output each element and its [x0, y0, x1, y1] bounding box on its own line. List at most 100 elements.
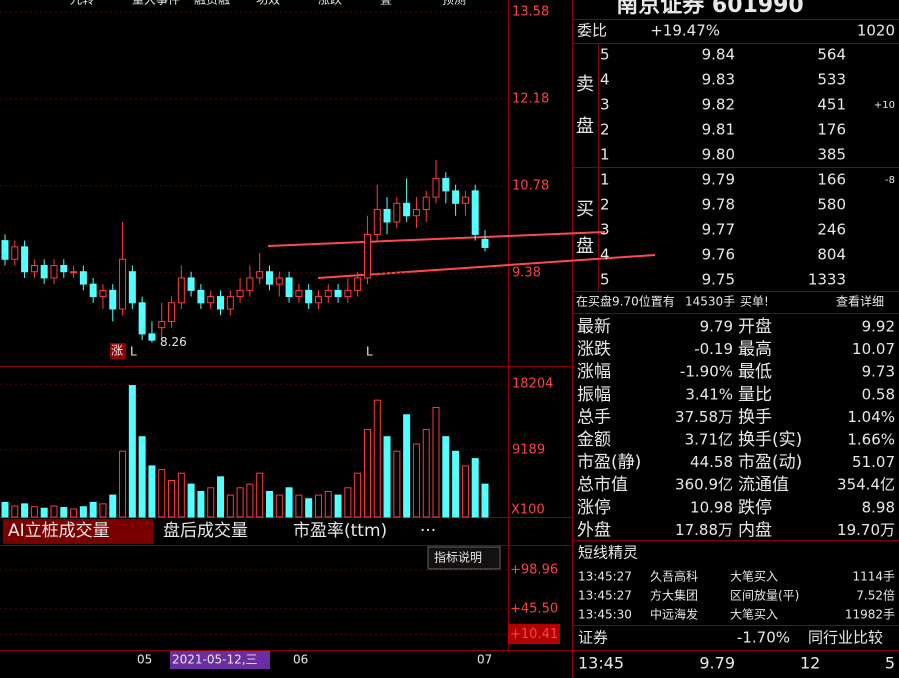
sector-change: -1.70%	[737, 629, 790, 647]
tab[interactable]: 盘后成交量	[163, 521, 248, 541]
level: 5	[600, 46, 610, 64]
tab[interactable]: ···	[420, 521, 436, 541]
quote-label: 市盈(静)	[577, 453, 641, 473]
toolbar-item: 九转	[70, 0, 94, 7]
quote-value: 10.98	[690, 498, 733, 516]
candle-body	[471, 190, 479, 235]
quote-label: 总手	[577, 407, 611, 427]
sprite-cell: 13:45:27	[578, 570, 632, 584]
level: 3	[600, 221, 610, 239]
y-tick-label: +98.96	[510, 563, 558, 578]
volume: 804	[817, 246, 846, 264]
notice-link[interactable]: 查看详细	[836, 294, 884, 309]
candle-body	[334, 289, 342, 298]
candle-body	[412, 209, 420, 217]
price: 9.78	[702, 196, 735, 214]
candle-body	[314, 296, 322, 304]
volume: 246	[817, 221, 846, 239]
candle-body	[363, 233, 371, 279]
notice: 在买盘9.70位置有	[576, 294, 675, 309]
status-up: 12	[800, 654, 820, 673]
quote-value: 0.58	[862, 385, 895, 403]
volume-bar	[70, 508, 78, 518]
quote-label: 最新	[577, 317, 611, 337]
quote-value: 3.71亿	[685, 431, 733, 449]
sprite-cell: 13:45:30	[578, 608, 632, 622]
sprite-cell: 中远海发	[650, 607, 698, 622]
volume-bar	[217, 476, 225, 518]
volume-bar	[168, 479, 176, 518]
sprite-cell: 大笔买入	[730, 607, 778, 622]
candle-body	[285, 277, 293, 298]
candle-body	[197, 289, 205, 304]
min-label: 8.26	[160, 335, 187, 349]
side-label: 买	[576, 199, 594, 220]
candle-body	[461, 196, 469, 204]
candle-body	[89, 283, 97, 298]
y-tick-label: 13.58	[512, 4, 549, 19]
candle-body	[187, 277, 195, 291]
volume-bar	[403, 414, 411, 518]
volume-bar	[158, 469, 166, 518]
toolbar-item: 叠	[380, 0, 392, 7]
y-tick-label: +45.50	[510, 602, 558, 617]
change: -8	[885, 175, 895, 186]
quote-value: 354.4亿	[837, 476, 895, 494]
volume-bar	[295, 494, 303, 518]
volume-bar	[363, 428, 371, 518]
button-bg	[427, 546, 501, 570]
sprite-cell: 13:45:27	[578, 589, 632, 603]
sector-name: 证券	[578, 629, 608, 647]
sprite-title: 短线精灵	[578, 544, 638, 562]
level: 1	[600, 146, 610, 164]
quote-value: 8.98	[862, 498, 895, 516]
level: 4	[600, 71, 610, 89]
tab[interactable]: 市盈率(ttm)	[293, 521, 387, 541]
side-label: 卖	[576, 74, 594, 95]
toolbar-item: 重大事件	[132, 0, 180, 7]
quote-value: 9.73	[862, 363, 895, 381]
side-label: 盘	[576, 236, 594, 257]
y-tick-label: 9.38	[512, 265, 541, 280]
quote-value: 10.07	[852, 340, 895, 358]
candle-body	[422, 196, 430, 211]
volume-bar	[324, 490, 332, 518]
volume-bar	[128, 385, 136, 518]
level: 2	[600, 121, 610, 139]
indicator-button[interactable]: 指标说明	[434, 550, 482, 565]
quote-value: 17.88万	[675, 521, 733, 539]
tab[interactable]: AI立桩成交量	[8, 521, 110, 541]
quote-label: 量比	[738, 385, 772, 405]
tab-active-bg	[3, 519, 153, 544]
volume: 451	[817, 96, 846, 114]
volume-bar	[187, 483, 195, 518]
price: 9.79	[702, 171, 735, 189]
volume-bar	[89, 501, 97, 518]
candle-body	[295, 289, 303, 298]
volume-bar	[50, 505, 58, 518]
volume-bar	[148, 465, 156, 518]
candle-body	[21, 246, 29, 273]
volume-bar	[119, 450, 127, 518]
volume-bar	[246, 483, 254, 518]
volume-bar	[11, 505, 19, 518]
quote-label: 外盘	[577, 520, 611, 540]
sprite-cell: 1114手	[852, 570, 895, 584]
volume-bar	[334, 494, 342, 518]
volume-bar	[21, 503, 29, 518]
quote-value: 9.79	[700, 318, 733, 336]
volume-bar	[452, 450, 460, 518]
candle-body	[148, 333, 156, 341]
y-tick-label: 12.18	[512, 91, 549, 106]
quote-label: 换手	[738, 407, 772, 427]
candle-body	[217, 296, 225, 310]
sector-button[interactable]: 同行业比较	[808, 629, 883, 647]
volume-bar	[275, 494, 283, 518]
volume-bar	[1, 501, 9, 518]
candle-body	[442, 177, 450, 192]
candle-body	[481, 238, 489, 248]
level: 5	[600, 271, 610, 289]
toolbar-item: 预测	[442, 0, 466, 7]
candle-body	[354, 277, 362, 291]
